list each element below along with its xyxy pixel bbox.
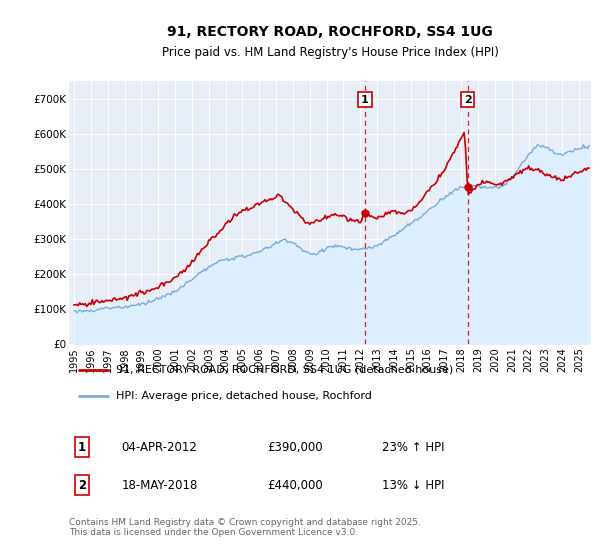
Text: 23% ↑ HPI: 23% ↑ HPI xyxy=(382,441,445,454)
Text: Contains HM Land Registry data © Crown copyright and database right 2025.
This d: Contains HM Land Registry data © Crown c… xyxy=(69,518,421,538)
Text: 1: 1 xyxy=(78,441,86,454)
Text: 91, RECTORY ROAD, ROCHFORD, SS4 1UG (detached house): 91, RECTORY ROAD, ROCHFORD, SS4 1UG (det… xyxy=(116,365,453,375)
Text: £440,000: £440,000 xyxy=(268,479,323,492)
Text: £390,000: £390,000 xyxy=(268,441,323,454)
Text: 13% ↓ HPI: 13% ↓ HPI xyxy=(382,479,445,492)
Text: HPI: Average price, detached house, Rochford: HPI: Average price, detached house, Roch… xyxy=(116,391,372,402)
Text: 1: 1 xyxy=(361,95,369,105)
Text: 2: 2 xyxy=(464,95,472,105)
Text: 18-MAY-2018: 18-MAY-2018 xyxy=(121,479,197,492)
Text: 2: 2 xyxy=(78,479,86,492)
Text: Price paid vs. HM Land Registry's House Price Index (HPI): Price paid vs. HM Land Registry's House … xyxy=(161,46,499,59)
Text: 91, RECTORY ROAD, ROCHFORD, SS4 1UG: 91, RECTORY ROAD, ROCHFORD, SS4 1UG xyxy=(167,25,493,39)
Text: 04-APR-2012: 04-APR-2012 xyxy=(121,441,197,454)
